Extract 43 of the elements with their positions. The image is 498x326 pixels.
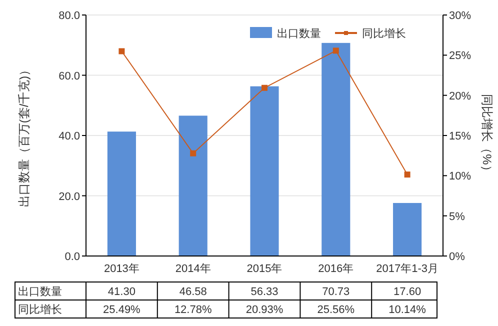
text: 出口数量 [18, 286, 62, 298]
x-tick-label: 2017年1-3月 [376, 263, 438, 275]
y2-tick-label: 15% [449, 130, 472, 142]
y2-tick-label: 20% [449, 90, 472, 102]
data-label: 70.73 [322, 286, 350, 298]
point [404, 172, 410, 178]
data-label: 20.93% [246, 304, 284, 316]
y-tick-label: 0.0 [64, 251, 80, 263]
point [118, 48, 125, 54]
data-label: 25.49% [103, 304, 141, 316]
point [262, 84, 268, 91]
data-label: 12.78% [174, 304, 212, 316]
point [190, 150, 196, 156]
y2-tick-label: 30% [449, 10, 472, 22]
bar [393, 202, 422, 256]
x-tick-label: 2014年 [175, 263, 211, 275]
x-tick-label: 2016年 [318, 263, 354, 275]
bar [178, 116, 208, 256]
data-label: 10.14% [388, 304, 426, 316]
text: 同比增长 [18, 304, 62, 316]
y-tick-label: 40.0 [58, 130, 80, 142]
y-tick-label: 80.0 [58, 10, 80, 22]
bar [250, 86, 279, 256]
bar [107, 132, 136, 256]
y2-tick-label: 25% [449, 50, 472, 62]
y2-tick-label: 5% [449, 210, 466, 223]
y-tick-label: 20.0 [58, 190, 80, 203]
x-tick-label: 2015年 [246, 263, 282, 275]
y2-axis-title: 同比增长（%） [480, 94, 494, 177]
legend-label: 出口数量 [277, 27, 321, 40]
data-label: 56.33 [250, 286, 278, 298]
data-label: 46.58 [179, 286, 207, 298]
y2-tick-label: 10% [449, 170, 472, 183]
data-label: 41.30 [108, 286, 136, 298]
x-tick-label: 2013年 [104, 263, 140, 275]
data-label: 25.56% [317, 304, 355, 316]
point [332, 48, 339, 54]
y-tick-label: 60.0 [58, 70, 80, 82]
bar [322, 42, 350, 256]
data-label: 17.60 [394, 286, 422, 298]
y-axis-title: 出口数量（百万(套/千克)） [17, 64, 31, 208]
y2-tick-label: 0% [449, 251, 466, 263]
legend-label: 同比增长 [362, 27, 406, 40]
